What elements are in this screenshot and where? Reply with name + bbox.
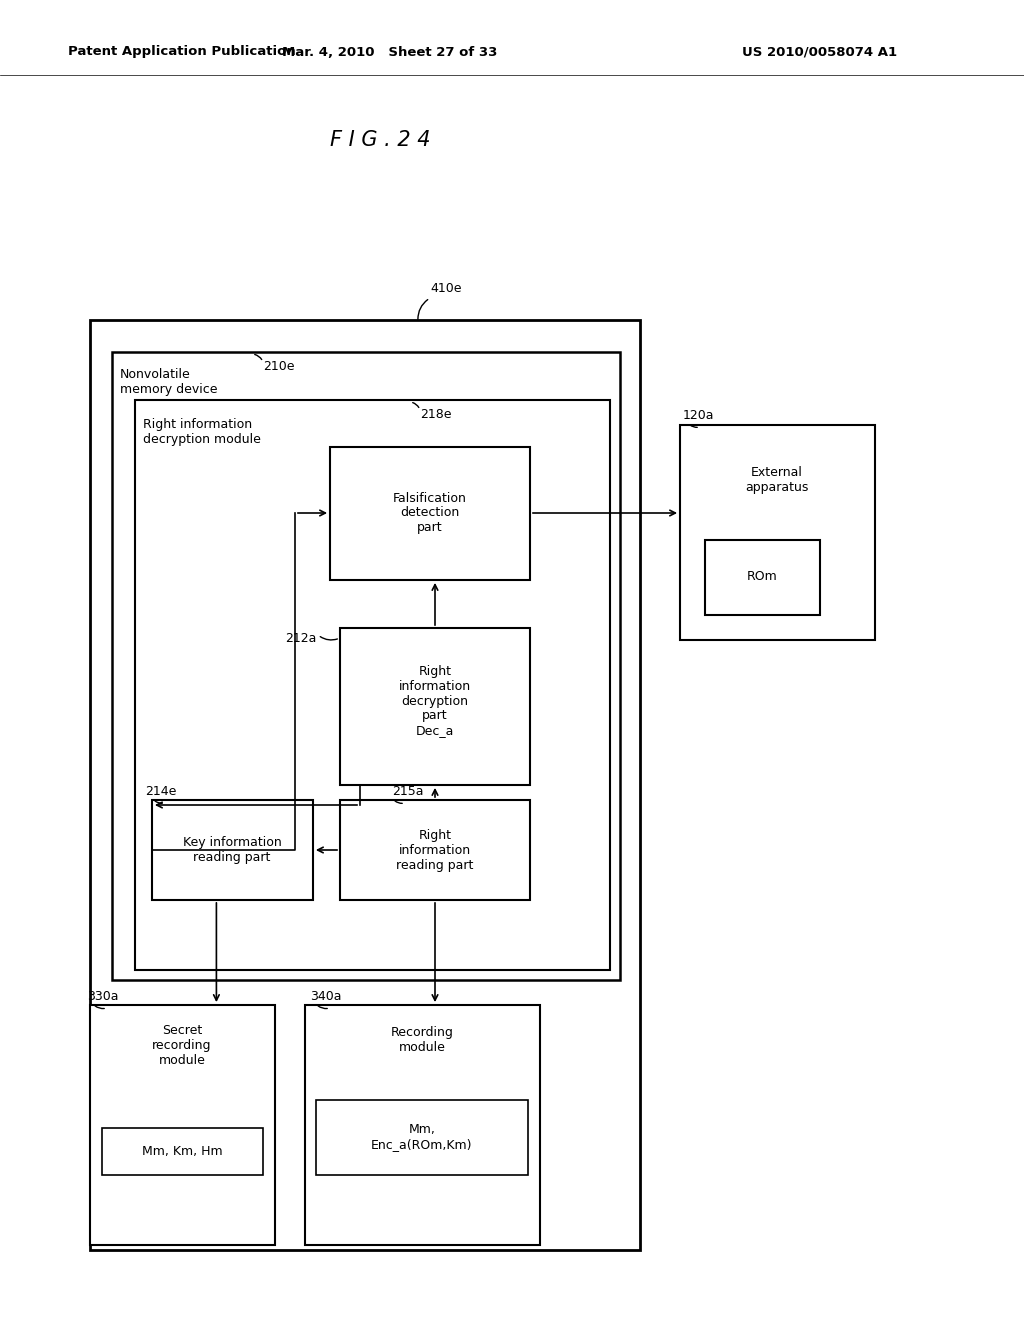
Text: 210e: 210e [263,360,295,374]
Text: US 2010/0058074 A1: US 2010/0058074 A1 [742,45,898,58]
Text: Secret
recording
module: Secret recording module [153,1023,212,1067]
Text: Mm, Km, Hm: Mm, Km, Hm [141,1144,222,1158]
Text: 212a: 212a [286,632,317,645]
Text: Patent Application Publication: Patent Application Publication [68,45,296,58]
Text: Mm,
Enc_a(ROm,Km): Mm, Enc_a(ROm,Km) [372,1123,473,1151]
Text: 215a: 215a [392,785,424,799]
Text: 330a: 330a [87,990,119,1003]
Text: Right information
decryption module: Right information decryption module [143,418,261,446]
Text: 120a: 120a [683,409,715,422]
Text: 340a: 340a [310,990,341,1003]
Text: 214e: 214e [145,785,176,799]
Bar [102,1129,263,1175]
Bar [680,425,874,640]
Text: 218e: 218e [420,408,452,421]
Text: Mar. 4, 2010   Sheet 27 of 33: Mar. 4, 2010 Sheet 27 of 33 [283,45,498,58]
Bar [112,352,620,979]
Bar [330,447,530,579]
Bar [90,1005,275,1245]
Text: 410e: 410e [430,282,462,294]
Bar [135,400,610,970]
Text: F I G . 2 4: F I G . 2 4 [330,129,430,150]
Text: Recording
module: Recording module [390,1026,454,1053]
Text: Right
information
decryption
part
Dec_a: Right information decryption part Dec_a [399,664,471,738]
Text: Nonvolatile
memory device: Nonvolatile memory device [120,368,217,396]
Bar [340,800,530,900]
Bar [705,540,820,615]
Bar [90,319,640,1250]
Text: External
apparatus: External apparatus [745,466,809,494]
Text: Right
information
reading part: Right information reading part [396,829,474,871]
Text: Falsification
detection
part: Falsification detection part [393,491,467,535]
Text: Key information
reading part: Key information reading part [182,836,282,865]
Text: ROm: ROm [746,570,777,583]
Bar [316,1100,528,1175]
Bar [305,1005,540,1245]
Bar [152,800,313,900]
Bar [340,628,530,785]
